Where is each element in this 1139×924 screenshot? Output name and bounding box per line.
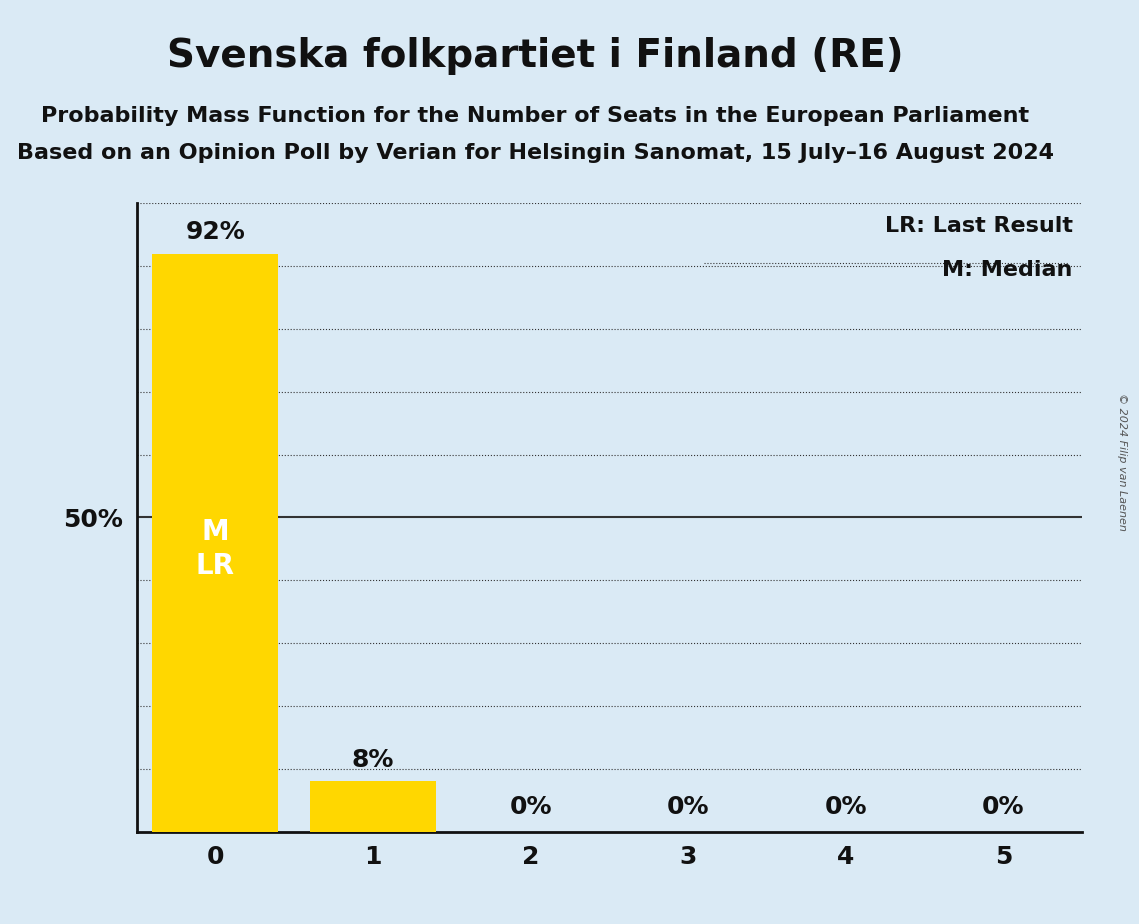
Text: 92%: 92% (186, 220, 245, 244)
Text: 0%: 0% (982, 795, 1024, 819)
Text: Based on an Opinion Poll by Verian for Helsingin Sanomat, 15 July–16 August 2024: Based on an Opinion Poll by Verian for H… (17, 143, 1054, 164)
Text: LR: Last Result: LR: Last Result (885, 216, 1073, 236)
Text: 8%: 8% (352, 748, 394, 772)
Bar (310, 782, 436, 832)
Text: © 2024 Filip van Laenen: © 2024 Filip van Laenen (1117, 393, 1126, 531)
Text: Probability Mass Function for the Number of Seats in the European Parliament: Probability Mass Function for the Number… (41, 106, 1030, 127)
Text: 0%: 0% (825, 795, 867, 819)
Text: Svenska folkpartiet i Finland (RE): Svenska folkpartiet i Finland (RE) (167, 37, 903, 75)
Text: M
LR: M LR (196, 517, 235, 580)
Bar (153, 253, 278, 832)
Text: 0%: 0% (509, 795, 551, 819)
Text: 0%: 0% (667, 795, 710, 819)
Text: M: Median: M: Median (942, 260, 1073, 280)
